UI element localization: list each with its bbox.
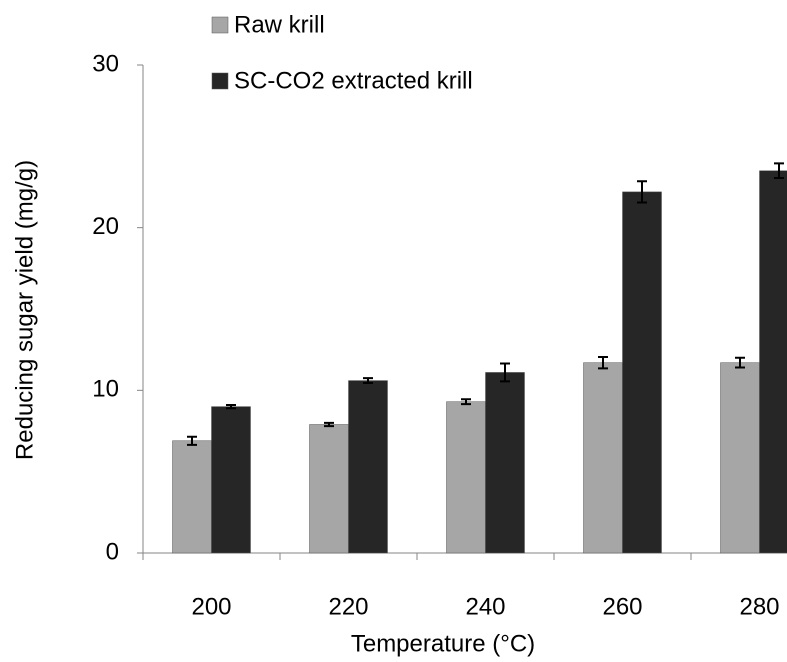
bar	[622, 191, 662, 554]
x-tick-label: 260	[602, 593, 642, 620]
y-tick-label: 0	[106, 538, 119, 565]
x-tick-label: 240	[465, 593, 505, 620]
bar	[211, 406, 251, 554]
bar	[720, 362, 760, 554]
error-bar	[461, 398, 471, 406]
bar	[348, 380, 388, 554]
bar	[309, 424, 349, 554]
error-bar	[324, 421, 334, 428]
legend-label: SC-CO2 extracted krill	[234, 67, 473, 94]
error-bar	[500, 362, 510, 383]
error-bar	[226, 403, 236, 410]
x-axis-title: Temperature (°C)	[351, 630, 535, 657]
error-bar	[598, 355, 608, 370]
legend-swatch	[211, 72, 229, 90]
bar	[172, 440, 212, 554]
legend-label: Raw krill	[234, 11, 325, 38]
y-tick-label: 10	[92, 376, 119, 403]
x-tick-label: 280	[739, 593, 779, 620]
error-bar	[187, 435, 197, 446]
bar	[446, 401, 486, 554]
error-bar	[774, 162, 784, 180]
error-bar	[363, 377, 373, 385]
bar	[485, 372, 525, 554]
bar	[583, 362, 623, 554]
y-axis-title: Reducing sugar yield (mg/g)	[11, 160, 38, 460]
x-tick-label: 220	[328, 593, 368, 620]
error-bar	[735, 356, 745, 369]
legend-swatch	[211, 16, 229, 34]
y-tick-label: 20	[92, 213, 119, 240]
y-tick-label: 30	[92, 50, 119, 77]
x-tick-label: 200	[191, 593, 231, 620]
bar	[759, 170, 787, 554]
error-bar	[637, 180, 647, 204]
